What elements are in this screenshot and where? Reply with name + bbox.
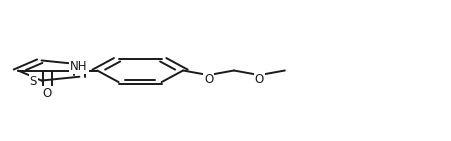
Text: O: O	[43, 87, 52, 100]
Text: O: O	[203, 73, 213, 86]
Text: NH: NH	[70, 60, 87, 73]
Text: S: S	[30, 75, 37, 88]
Text: O: O	[254, 73, 263, 86]
